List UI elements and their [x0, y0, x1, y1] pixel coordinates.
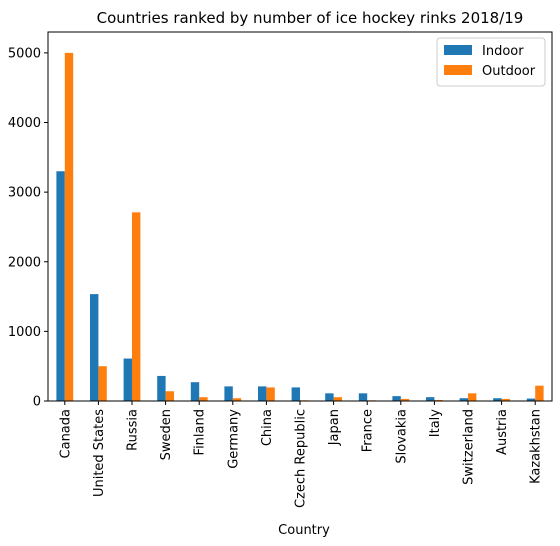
x-tick-label: Japan [327, 409, 342, 446]
plot-frame [47, 31, 553, 402]
bar-outdoor-china [266, 387, 275, 401]
chart-title: Countries ranked by number of ice hockey… [97, 9, 524, 27]
bar-indoor-japan [325, 393, 334, 401]
legend-label-outdoor: Outdoor [482, 64, 536, 79]
bar-indoor-canada [56, 171, 65, 401]
legend-swatch-outdoor [444, 65, 472, 75]
bar-outdoor-united-states [98, 366, 107, 401]
x-tick-label: China [260, 409, 275, 446]
x-tick-label: Austria [495, 409, 510, 455]
bar-indoor-china [258, 386, 267, 401]
x-tick-label: Canada [58, 409, 73, 458]
x-tick-label: Czech Republic [294, 409, 309, 508]
x-tick-label: Switzerland [462, 409, 477, 485]
bar-outdoor-canada [64, 52, 74, 401]
bar-indoor-austria [493, 398, 502, 401]
x-tick-label: Russia [126, 409, 141, 451]
y-tick-label: 3000 [8, 186, 41, 201]
bar-indoor-czech-republic [291, 387, 300, 401]
bar-indoor-russia [123, 358, 132, 401]
bar-indoor-finland [190, 382, 200, 401]
x-tick-label: Italy [428, 409, 443, 438]
x-axis: Canada United States Russia Sweden Finland Ge… [58, 401, 544, 508]
bar-indoor-italy [426, 397, 435, 401]
y-axis: 0 1000 2000 3000 4000 5000 [8, 46, 48, 410]
x-tick-label: Finland [193, 409, 208, 455]
bar-indoor-germany [224, 386, 233, 401]
x-tick-label: Germany [226, 409, 241, 469]
legend: Indoor Outdoor [436, 37, 546, 87]
bar-outdoor-slovakia [400, 398, 410, 401]
legend-label-indoor: Indoor [482, 44, 524, 59]
bar-outdoor-germany [232, 398, 242, 401]
y-tick-label: 2000 [8, 255, 41, 270]
bar-outdoor-italy [434, 399, 443, 401]
y-tick-label: 5000 [8, 46, 41, 61]
bar-indoor-united-states [90, 294, 99, 401]
bar-outdoor-sweden [165, 391, 174, 401]
x-axis-title: Country [278, 523, 330, 538]
bar-indoor-kazakhstan [526, 398, 536, 401]
legend-swatch-indoor [444, 45, 472, 55]
bar-outdoor-austria [501, 398, 510, 401]
bar-outdoor-switzerland [468, 393, 477, 401]
x-tick-label: Sweden [159, 409, 174, 460]
bar-outdoor-japan [333, 397, 342, 401]
y-tick-label: 1000 [8, 325, 41, 340]
bar-indoor-sweden [157, 375, 166, 401]
bar-outdoor-finland [199, 397, 208, 401]
bar-outdoor-russia [132, 212, 141, 401]
x-tick-label: United States [92, 409, 107, 497]
bars-layer [56, 52, 544, 401]
x-tick-label: Kazakhstan [529, 409, 544, 484]
bar-indoor-switzerland [459, 398, 468, 401]
x-tick-label: France [361, 409, 376, 452]
y-tick-label: 0 [33, 395, 41, 410]
y-tick-label: 4000 [8, 116, 41, 131]
bar-outdoor-kazakhstan [535, 385, 544, 401]
bar-indoor-slovakia [392, 396, 401, 401]
bar-indoor-france [358, 393, 368, 401]
x-tick-label: Slovakia [394, 409, 409, 464]
